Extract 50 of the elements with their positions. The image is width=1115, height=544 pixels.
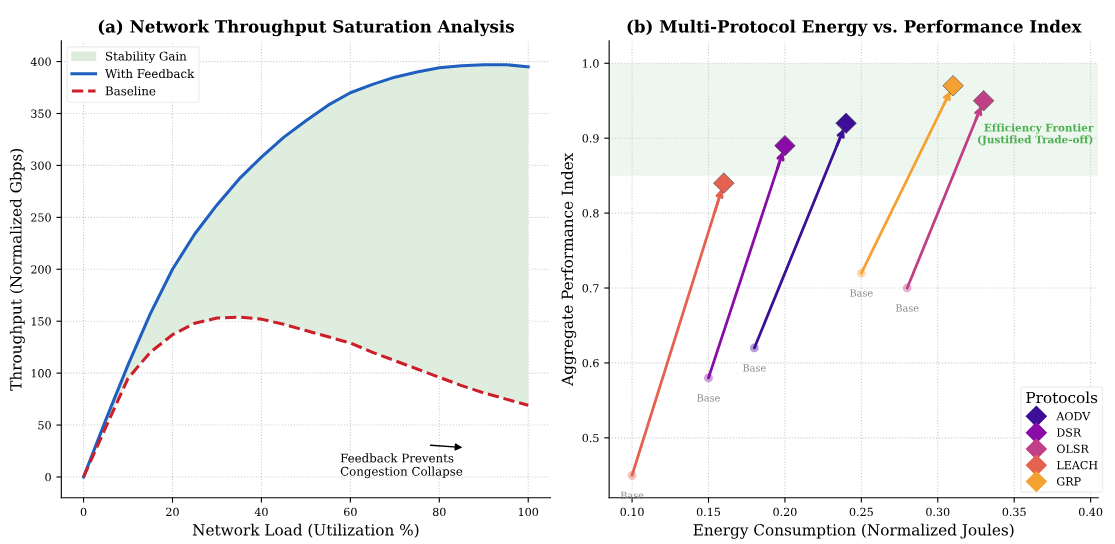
x-tick-label: 0.30 (926, 507, 950, 517)
y-tick-label: 50 (38, 421, 51, 430)
legend-label: Stability Gain (106, 51, 187, 64)
x-tick-label: 0.20 (773, 507, 797, 517)
legend-label: With Feedback (105, 68, 195, 79)
y-tick-label: 100 (31, 369, 51, 378)
y-tick-label: 350 (31, 109, 51, 118)
x-tick-label: 40 (254, 507, 268, 517)
legend-label: GRP (1056, 477, 1081, 486)
x-axis-title: Energy Consumption (Normalized Joules) (693, 523, 1014, 539)
chart-title: (a) Network Throughput Saturation Analysis (98, 19, 514, 37)
annotation: Base (895, 304, 919, 312)
y-tick-label: 0.5 (582, 433, 599, 443)
x-tick-label: 0.10 (620, 507, 644, 517)
legend-label: LEACH (1056, 460, 1098, 470)
y-tick-label: 0.9 (582, 134, 599, 143)
legend-title: Protocols (1026, 391, 1098, 404)
x-tick-label: 0 (80, 507, 87, 517)
y-tick-label: 150 (31, 317, 51, 326)
chart-title: (b) Multi-Protocol Energy vs. Performance Index (627, 19, 1082, 37)
x-tick-label: 80 (432, 507, 446, 517)
x-axis-title: Network Load (Utilization %) (192, 523, 419, 538)
legend-label: AODV (1056, 411, 1091, 421)
annotation: Base (850, 289, 873, 297)
legend-label: Baseline (105, 86, 156, 96)
y-tick-label: 400 (30, 57, 51, 66)
y-tick-label: 300 (31, 161, 51, 170)
y-tick-label: 1.0 (583, 59, 599, 68)
line-series (82, 315, 530, 479)
annotation: Base (697, 394, 720, 402)
annotation: Feedback Prevents Congestion Collapse (340, 453, 463, 479)
y-axis-title: Throughput (Normalized Gbps) (9, 148, 25, 391)
y-tick-label: 0.8 (582, 209, 599, 218)
y-tick-label: 0 (45, 472, 51, 482)
y-tick-label: 250 (31, 213, 51, 222)
x-tick-label: 20 (166, 507, 179, 517)
x-tick-label: 0.40 (1079, 507, 1103, 517)
x-tick-label: 0.15 (696, 507, 721, 517)
y-axis-title: Aggregate Performance Index (561, 152, 577, 386)
y-tick-label: 0.7 (582, 283, 599, 293)
band-label: Efficiency Frontier (Justified Trade-off) (978, 123, 1094, 146)
x-tick-label: 0.25 (849, 507, 873, 517)
legend-label: OLSR (1056, 444, 1090, 453)
legend-label: DSR (1056, 428, 1082, 437)
x-tick-label: 100 (518, 507, 539, 517)
x-tick-label: 60 (344, 507, 357, 517)
x-tick-label: 0.35 (1002, 507, 1026, 517)
annotation: Base (743, 364, 766, 372)
y-tick-label: 200 (31, 265, 51, 274)
y-tick-label: 0.6 (582, 358, 599, 368)
